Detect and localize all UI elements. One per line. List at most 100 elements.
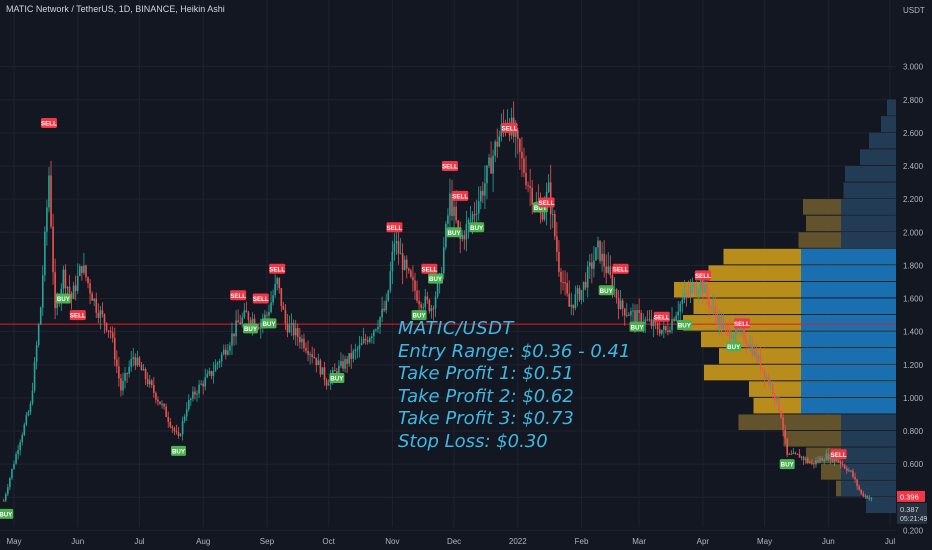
candle-body: [128, 366, 130, 374]
candle-body: [442, 247, 445, 274]
candle-body: [784, 430, 786, 439]
candle-body: [245, 310, 248, 313]
candle-body: [198, 384, 200, 394]
candle-body: [222, 349, 225, 355]
volume-bar-outside-alt: [841, 464, 896, 480]
volume-bar-alt: [801, 281, 896, 298]
candle-body: [303, 338, 305, 349]
candle-body: [667, 330, 669, 333]
time-axis: May Jun Jul Aug Sep Oct Nov Dec 2022 Feb Mar Apr May…: [6, 537, 895, 546]
candle-body: [673, 318, 675, 321]
candle-body: [266, 314, 268, 316]
signal-label: BUY: [172, 448, 186, 455]
signal-label: SELL: [421, 266, 437, 273]
candle-body: [249, 320, 252, 325]
candle-body: [37, 324, 40, 346]
candle-body: [412, 276, 414, 281]
candle-body: [97, 312, 100, 318]
candle-body: [296, 328, 299, 337]
candle-body: [91, 293, 93, 301]
candle-body: [846, 468, 848, 471]
candle-body: [44, 231, 46, 276]
candle-body: [611, 275, 614, 291]
candle-body: [360, 342, 363, 345]
candle-body: [107, 330, 110, 332]
signal-label: SELL: [269, 266, 285, 273]
candle-body: [732, 335, 735, 339]
x-tick-label: Mar: [632, 537, 646, 546]
sell-marker: [733, 318, 750, 329]
signal-label: BUY: [600, 288, 614, 295]
candle-body: [492, 155, 494, 174]
candle-body: [809, 462, 811, 464]
y-tick-label: 2.200: [903, 195, 924, 204]
candle-body: [578, 288, 581, 300]
sell-marker: [538, 197, 555, 208]
candle-body: [56, 300, 58, 309]
candle-body: [700, 279, 702, 291]
y-tick-label: 0.600: [903, 460, 924, 469]
sell-marker: [653, 311, 670, 322]
candle-body: [405, 259, 408, 269]
x-tick-label: May: [757, 537, 772, 546]
annotation-stop-loss: Stop Loss: $0.30: [398, 430, 548, 452]
signal-label: BUY: [678, 323, 692, 330]
volume-bar-alt: [801, 315, 896, 331]
x-tick-label: Jul: [885, 537, 895, 546]
candle-body: [214, 364, 217, 372]
candle-body: [317, 360, 320, 366]
x-tick-label: Jul: [134, 537, 144, 546]
x-tick-label: Jun: [71, 537, 84, 546]
buy-marker: [598, 285, 614, 296]
sell-marker: [40, 117, 57, 128]
candle-body: [841, 464, 844, 466]
candle-body: [235, 320, 237, 337]
volume-bar-outside-alt: [841, 447, 896, 464]
candle-body: [685, 293, 688, 295]
candle-body: [776, 397, 778, 400]
candle-body: [782, 417, 784, 431]
last-price-text: 0.396: [900, 492, 919, 501]
candle-body: [677, 311, 679, 316]
candle-body: [408, 268, 410, 271]
signal-label: SELL: [734, 321, 750, 328]
candle-body: [74, 285, 77, 292]
buy-marker: [0, 508, 14, 519]
candle-body: [455, 206, 457, 221]
candle-body: [368, 337, 371, 342]
candle-body: [278, 278, 281, 289]
candle-body: [397, 241, 400, 254]
signal-label: SELL: [831, 452, 847, 459]
y-tick-label: 2.000: [903, 228, 924, 237]
x-tick-label: Sep: [260, 537, 275, 546]
candle-body: [23, 424, 26, 436]
y-tick-label: 2.600: [903, 129, 924, 138]
candle-body: [525, 172, 527, 186]
signal-label: BUY: [57, 296, 71, 303]
annotation-take-profit-2: Take Profit 2: $0.62: [398, 385, 574, 407]
candle-body: [490, 157, 492, 174]
candle-body: [817, 460, 819, 462]
x-tick-label: Oct: [322, 537, 335, 546]
sell-marker: [452, 190, 469, 201]
candle-body: [449, 193, 451, 216]
candle-body: [806, 458, 809, 463]
candle-body: [183, 416, 186, 421]
x-tick-label: Jun: [822, 537, 835, 546]
candle-body: [821, 458, 823, 461]
candle-body: [823, 460, 825, 462]
signal-label: SELL: [253, 296, 269, 303]
candle-body: [484, 183, 486, 196]
candle-body: [259, 322, 262, 329]
candle-body: [274, 283, 276, 296]
candle-body: [827, 453, 830, 460]
candle-body: [325, 380, 328, 386]
candle-body: [377, 326, 379, 330]
candle-body: [494, 141, 496, 156]
volume-bar-outside-alt: [845, 166, 896, 182]
candle-body: [658, 329, 661, 334]
candle-body: [815, 460, 817, 465]
candle-body: [54, 272, 56, 309]
candle-body: [290, 323, 293, 325]
